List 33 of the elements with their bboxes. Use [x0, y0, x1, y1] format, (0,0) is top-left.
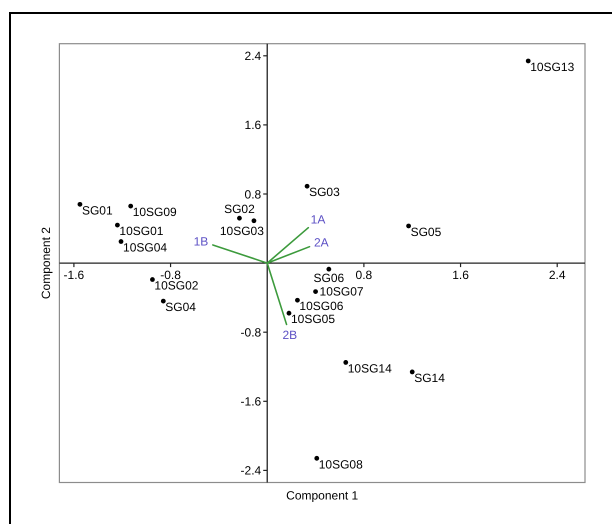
series-label: 2B [282, 328, 298, 342]
annotation: 10SG06 [299, 299, 344, 314]
annotation: SG02 [224, 202, 256, 216]
annotation: 10SG05 [290, 312, 336, 326]
y-tick-label: -2.4 [240, 464, 262, 478]
y-tick-label: 1.6 [244, 118, 262, 132]
annotation: 10SG07 [320, 284, 364, 299]
y-tick-label: 2.4 [244, 49, 262, 64]
y-axis-title: Component 2 [39, 226, 53, 300]
annotation: 10SG08 [318, 457, 364, 472]
annotation: SG05 [410, 224, 442, 239]
annotation: 10SG14 [348, 361, 392, 376]
x-tick-label: 1.6 [452, 268, 470, 282]
x-tick-label: 2.4 [548, 268, 566, 282]
annotation: 10SG09 [132, 205, 178, 220]
annotation: 10SG04 [123, 240, 168, 255]
x-tick-label: 0.8 [356, 268, 373, 282]
series-label: 2A [314, 235, 329, 250]
annotation: 10SG03 [220, 224, 264, 238]
series-label: 1A [310, 212, 326, 227]
y-tick-label: 0.8 [244, 187, 262, 202]
annotation: SG03 [309, 185, 340, 200]
x-tick-label: -1.6 [64, 268, 85, 282]
x-axis-title: Component 1 [286, 488, 359, 502]
annotation: SG04 [165, 300, 196, 314]
series-label: 1B [194, 234, 208, 248]
annotation: SG14 [414, 370, 446, 385]
annotation: 10SG01 [119, 224, 164, 238]
y-tick-label: -0.8 [240, 326, 262, 340]
annotation: SG01 [82, 203, 113, 218]
annotation: SG06 [314, 271, 345, 286]
annotation: 10SG13 [530, 60, 575, 74]
y-tick-label: -1.6 [240, 394, 262, 409]
